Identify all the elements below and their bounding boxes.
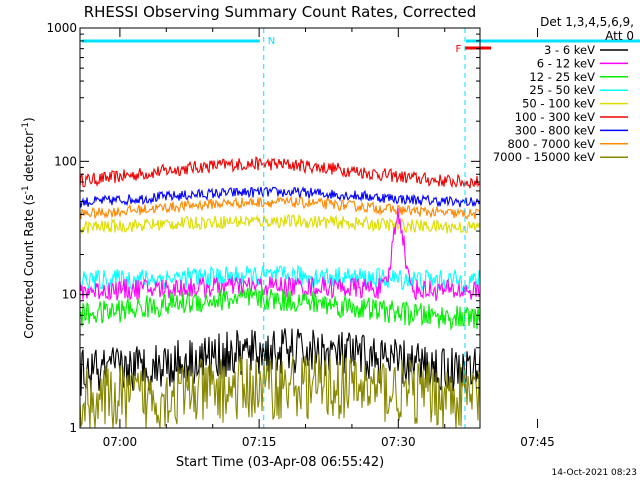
y-axis: 1 10 100 1000 bbox=[46, 21, 480, 435]
x-tick-label: 07:30 bbox=[381, 435, 416, 449]
legend-entry-label: 50 - 100 keV bbox=[522, 97, 595, 111]
plot-frame bbox=[79, 27, 481, 429]
x-tick-label: 07:45 bbox=[520, 435, 555, 449]
series-trace bbox=[79, 287, 481, 331]
legend-entry-label: 7000 - 15000 keV bbox=[493, 150, 595, 164]
legend-entry-label: 300 - 800 keV bbox=[515, 123, 595, 137]
legend-entry-label: 12 - 25 keV bbox=[529, 70, 595, 84]
x-axis-label: Start Time (03-Apr-08 06:55:42) bbox=[176, 455, 384, 470]
legend-entry-label: 25 - 50 keV bbox=[529, 83, 595, 97]
series-trace bbox=[79, 186, 481, 208]
legend-entry-label: 3 - 6 keV bbox=[544, 43, 595, 57]
flare-marker: F bbox=[456, 44, 462, 55]
series-trace bbox=[79, 156, 481, 189]
series-trace bbox=[79, 353, 481, 429]
x-tick-label: 07:00 bbox=[103, 435, 138, 449]
series-trace bbox=[79, 208, 481, 302]
y-tick-label: 10 bbox=[62, 288, 77, 302]
chart-title: RHESSI Observing Summary Count Rates, Co… bbox=[84, 3, 477, 21]
y-tick-label: 1000 bbox=[46, 21, 77, 35]
series-trace bbox=[79, 195, 481, 220]
y-tick-label: 100 bbox=[54, 154, 77, 168]
legend-entry-label: 6 - 12 keV bbox=[537, 56, 595, 70]
observing-overlays: NF bbox=[82, 28, 640, 428]
legend-header-attenuator: Att 0 bbox=[605, 29, 634, 43]
footer-date: 14-Oct-2021 08:23 bbox=[552, 468, 637, 478]
legend-header-detectors: Det 1,3,4,5,6,9, bbox=[540, 15, 634, 29]
y-tick-label: 1 bbox=[69, 421, 77, 435]
series-trace bbox=[79, 328, 481, 396]
saa-marker: N bbox=[268, 36, 275, 47]
y-axis-label: Corrected Count Rate (s-1 detector-1) bbox=[21, 117, 36, 338]
legend-entry-label: 100 - 300 keV bbox=[515, 110, 595, 124]
x-tick-label: 07:15 bbox=[242, 435, 277, 449]
data-traces bbox=[79, 156, 481, 429]
series-trace bbox=[79, 264, 481, 292]
series-trace bbox=[79, 213, 481, 234]
legend-entry-label: 800 - 7000 keV bbox=[507, 137, 595, 151]
